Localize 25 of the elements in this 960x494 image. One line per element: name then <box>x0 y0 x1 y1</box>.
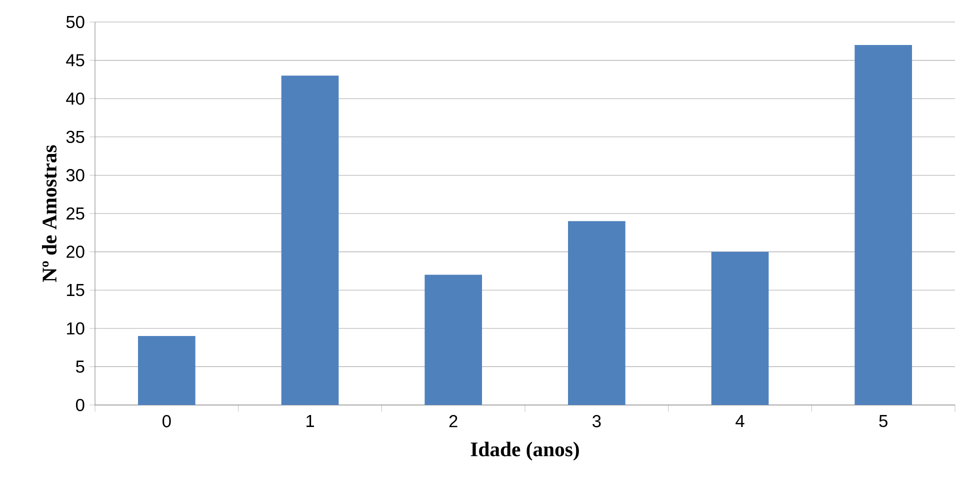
bar <box>424 274 482 405</box>
y-tick-label: 40 <box>66 92 84 105</box>
x-tick-label: 3 <box>592 415 601 428</box>
x-tick-label: 1 <box>306 415 314 427</box>
y-tick-label: 20 <box>66 246 84 258</box>
y-tick-label: 0 <box>76 398 84 412</box>
x-axis-title: Idade (anos) <box>470 442 579 461</box>
bar <box>568 221 626 405</box>
y-tick-label: 30 <box>66 169 84 182</box>
y-tick-label: 50 <box>66 16 84 28</box>
x-tick-label: 0 <box>162 415 171 428</box>
y-tick-label: 10 <box>66 322 84 335</box>
bar <box>138 336 196 405</box>
x-tick-label: 4 <box>736 415 744 427</box>
y-tick-label: 35 <box>66 130 84 144</box>
y-tick-label: 15 <box>66 284 84 296</box>
bar <box>854 44 912 405</box>
y-tick-label: 5 <box>76 360 84 373</box>
bar <box>281 76 339 405</box>
y-tick-label: 25 <box>66 207 84 220</box>
y-axis-title: Nº de Amostras <box>42 145 57 282</box>
x-tick-label: 5 <box>879 415 888 428</box>
x-tick-label: 2 <box>449 415 458 428</box>
bar <box>711 252 769 405</box>
y-tick-label: 45 <box>66 54 84 66</box>
